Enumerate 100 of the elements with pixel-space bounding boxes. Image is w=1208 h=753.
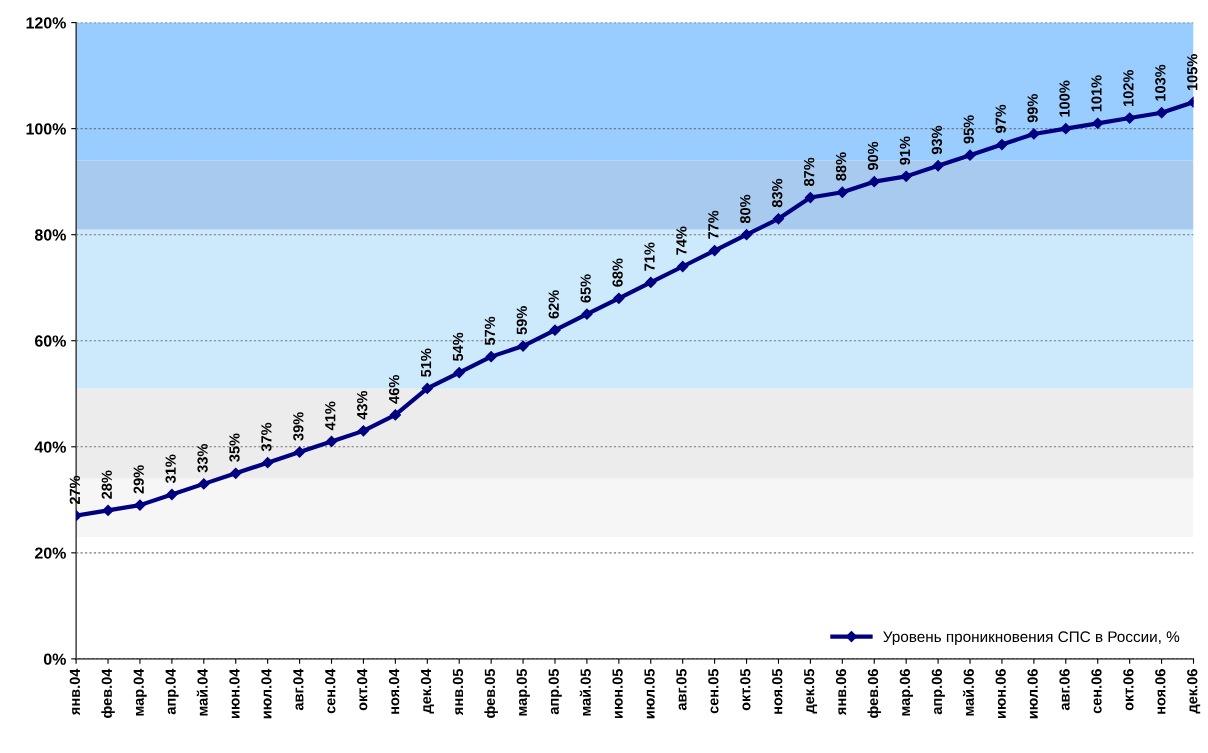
data-label: 54% bbox=[452, 332, 464, 361]
x-tick-label: ноя.04 bbox=[388, 668, 400, 714]
x-tick-label: июн.04 bbox=[229, 668, 240, 719]
data-label: 97% bbox=[995, 104, 1006, 133]
x-tick-label: июн.06 bbox=[995, 669, 1006, 719]
data-label: 93% bbox=[931, 125, 943, 155]
x-tick-label: окт.05 bbox=[740, 669, 751, 711]
data-label: 105% bbox=[1187, 54, 1198, 91]
data-label: 31% bbox=[165, 454, 176, 484]
x-tick-label: фев.05 bbox=[484, 669, 498, 718]
data-label: 103% bbox=[1155, 64, 1166, 101]
point bbox=[581, 308, 593, 320]
data-label: 77% bbox=[708, 210, 719, 239]
data-label: 95% bbox=[963, 115, 974, 144]
point bbox=[325, 435, 338, 448]
point bbox=[836, 186, 848, 198]
data-label: 80% bbox=[740, 194, 751, 224]
point bbox=[421, 382, 433, 395]
x-tick-label: июл.04 bbox=[261, 668, 272, 719]
data-label: 87% bbox=[803, 157, 815, 186]
data-label: 71% bbox=[644, 242, 655, 271]
point bbox=[996, 138, 1008, 151]
point bbox=[677, 260, 689, 273]
point bbox=[868, 176, 880, 188]
point bbox=[166, 488, 178, 501]
point bbox=[357, 425, 370, 437]
x-tick-label: сен.05 bbox=[708, 669, 719, 714]
y-tick-label: 60% bbox=[35, 335, 66, 347]
point bbox=[549, 324, 561, 336]
x-tick-label: дек.04 bbox=[420, 668, 434, 714]
point bbox=[900, 170, 912, 182]
data-label: 101% bbox=[1091, 75, 1102, 112]
data-label: 37% bbox=[261, 422, 272, 452]
x-tick-label: янв.04 bbox=[69, 668, 81, 716]
data-label: 74% bbox=[676, 226, 687, 255]
data-label: 39% bbox=[293, 412, 304, 441]
point bbox=[1155, 107, 1168, 119]
x-tick-label: июн.05 bbox=[612, 669, 623, 719]
x-tick-label: мар.04 bbox=[133, 668, 147, 716]
point bbox=[134, 499, 146, 511]
data-label: 68% bbox=[612, 258, 623, 287]
data-label: 51% bbox=[420, 348, 432, 377]
data-label: 65% bbox=[580, 274, 591, 303]
x-tick-label: апр.06 bbox=[931, 669, 945, 715]
x-tick-label: окт.04 bbox=[357, 668, 368, 711]
data-label: 83% bbox=[772, 178, 783, 208]
x-tick-label: май.06 bbox=[962, 669, 974, 716]
data-label: 59% bbox=[516, 306, 527, 335]
x-tick-label: ноя.05 bbox=[772, 669, 783, 714]
x-tick-label: апр.05 bbox=[548, 669, 562, 715]
data-label: 33% bbox=[197, 443, 208, 473]
point bbox=[964, 149, 976, 161]
data-label: 91% bbox=[899, 136, 911, 165]
legend-label: Уровень проникновения СПС в России, % bbox=[883, 631, 1180, 646]
x-tick-label: фев.06 bbox=[867, 669, 882, 718]
point bbox=[772, 213, 785, 225]
y-tick-label: 20% bbox=[34, 547, 66, 559]
point bbox=[709, 244, 721, 257]
x-tick-label: мар.05 bbox=[516, 669, 530, 716]
point bbox=[932, 160, 944, 172]
x-tick-label: авг.04 bbox=[293, 668, 304, 711]
point bbox=[804, 191, 817, 204]
y-tick-label: 0% bbox=[43, 653, 66, 665]
point bbox=[453, 366, 465, 379]
point bbox=[645, 276, 657, 289]
x-tick-label: мар.06 bbox=[899, 669, 913, 716]
data-label: 29% bbox=[133, 465, 144, 494]
data-label: 46% bbox=[388, 375, 400, 404]
point bbox=[198, 478, 210, 490]
data-label: 88% bbox=[835, 152, 847, 181]
point bbox=[389, 409, 401, 421]
x-tick-label: авг.06 bbox=[1059, 669, 1070, 711]
x-tick-label: дек.06 bbox=[1187, 669, 1201, 714]
x-tick-label: фев.04 bbox=[101, 668, 115, 718]
point bbox=[485, 351, 497, 363]
point bbox=[740, 229, 753, 241]
data-label: 62% bbox=[548, 290, 559, 319]
x-tick-label: янв.05 bbox=[452, 669, 464, 716]
data-label: 102% bbox=[1123, 70, 1134, 106]
point bbox=[1124, 112, 1136, 124]
x-tick-label: апр.04 bbox=[165, 668, 179, 715]
data-label: 27% bbox=[69, 475, 80, 505]
x-tick-label: авг.05 bbox=[676, 669, 687, 711]
data-label: 100% bbox=[1059, 80, 1070, 117]
data-label: 28% bbox=[101, 470, 112, 499]
y-tick-label: 100% bbox=[26, 123, 66, 135]
x-tick-label: ноя.06 bbox=[1155, 669, 1166, 714]
point bbox=[230, 467, 242, 479]
point bbox=[262, 457, 274, 469]
x-tick-label: окт.06 bbox=[1123, 669, 1134, 711]
point bbox=[293, 446, 306, 458]
point bbox=[1092, 117, 1104, 129]
x-tick-label: сен.04 bbox=[325, 668, 336, 714]
point bbox=[1028, 128, 1040, 140]
x-tick-label: сен.06 bbox=[1091, 669, 1102, 714]
data-label: 41% bbox=[325, 401, 336, 431]
x-tick-label: янв.06 bbox=[835, 669, 847, 716]
data-label: 43% bbox=[357, 390, 368, 420]
data-label: 99% bbox=[1027, 94, 1038, 123]
y-tick-label: 120% bbox=[26, 17, 66, 29]
